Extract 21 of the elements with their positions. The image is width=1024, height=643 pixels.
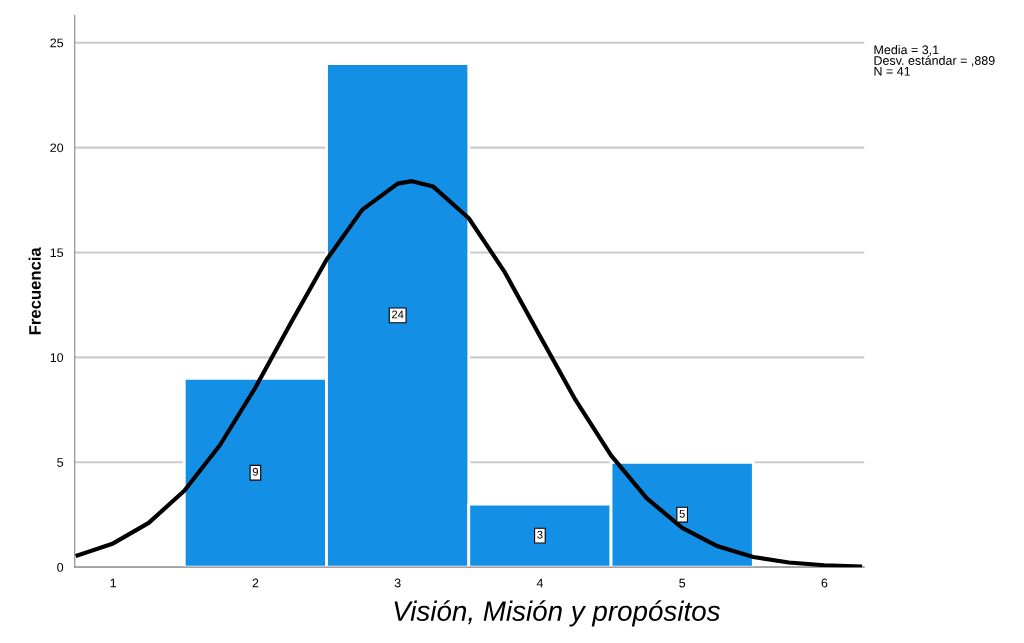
y-tick-label: 0	[57, 562, 64, 572]
x-axis-title: Visión, Misión y propósitos	[394, 600, 720, 627]
y-tick-label: 20	[50, 143, 64, 153]
text: Desv. estándar = ,889	[874, 55, 995, 67]
x-tick-label: 4	[536, 578, 544, 588]
text: Media = 3,1	[874, 45, 939, 56]
x-tick-label: 3	[394, 578, 401, 588]
data-label: 24	[392, 310, 404, 319]
data-label: 5	[679, 509, 685, 518]
x-tick-label: 6	[821, 578, 828, 588]
y-tick-label: 25	[50, 38, 64, 48]
text: N = 41	[874, 66, 911, 76]
x-tick-label: 2	[252, 578, 259, 588]
y-tick-label: 10	[50, 353, 64, 363]
data-label: 9	[252, 467, 258, 476]
x-tick-label: 1	[110, 578, 117, 588]
y-axis-title: Frecuencia	[28, 247, 41, 335]
x-tick-label: 5	[679, 578, 686, 588]
data-label: 3	[537, 530, 543, 539]
y-tick-label: 15	[50, 248, 64, 258]
y-tick-label: 5	[57, 458, 64, 467]
